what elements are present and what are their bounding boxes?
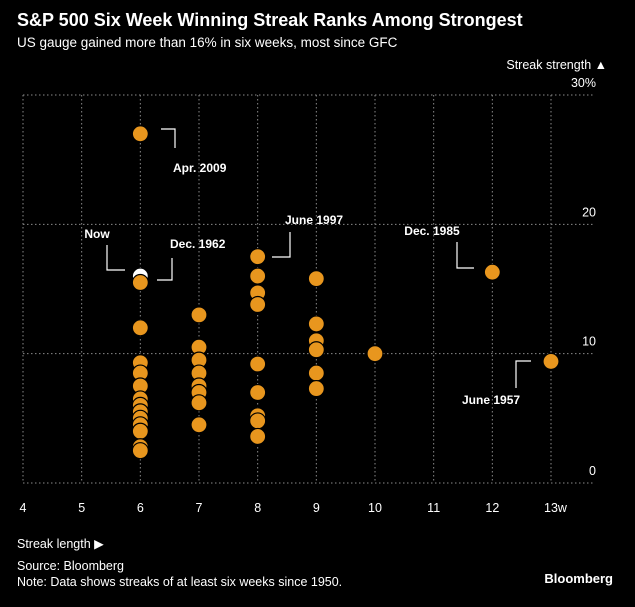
y-axis-label: Streak strength ▲ (506, 58, 607, 72)
annotation-leader (106, 245, 125, 271)
data-point (307, 270, 325, 288)
data-point (249, 248, 267, 266)
chart-footer: Source: Bloomberg Note: Data shows strea… (17, 558, 342, 590)
x-tick-label: 10 (368, 501, 382, 515)
y-tick-label: 30% (571, 76, 596, 90)
x-tick-label: 12 (485, 501, 499, 515)
annotation-leader (456, 242, 474, 269)
data-point (249, 295, 267, 314)
grid-lines (22, 94, 594, 484)
data-point (190, 306, 208, 324)
x-axis-label: Streak length ▶ (17, 537, 104, 551)
data-point (131, 442, 149, 460)
annotation-leader (157, 258, 173, 281)
data-note: Note: Data shows streaks of at least six… (17, 575, 343, 589)
y-tick-label: 20 (582, 205, 596, 219)
data-point (249, 427, 267, 446)
y-tick-label: 0 (589, 464, 596, 478)
x-tick-label: 11 (427, 501, 440, 515)
data-point (249, 412, 267, 430)
data-point (483, 263, 501, 281)
annotation-label: June 1997 (285, 213, 343, 227)
data-points (131, 125, 560, 460)
data-point (249, 383, 267, 402)
annotation-label: June 1957 (462, 393, 520, 407)
data-point (249, 355, 267, 373)
x-tick-label: 7 (196, 501, 203, 515)
chart-title: S&P 500 Six Week Winning Streak Ranks Am… (17, 10, 523, 30)
data-point (190, 416, 208, 434)
data-point (307, 379, 325, 398)
x-tick-label: 6 (137, 501, 144, 515)
x-tick-label: 4 (20, 501, 27, 515)
annotation-label: Now (84, 227, 110, 241)
annotation-leader (515, 360, 531, 388)
chart-subtitle: US gauge gained more than 16% in six wee… (17, 35, 398, 50)
axis-ticks: 0 10 20 30% 4 5 6 7 8 9 10 11 12 13w (20, 76, 597, 515)
annotation-label: Dec. 1962 (170, 237, 226, 251)
data-point (307, 315, 325, 333)
annotations: Apr. 2009 Now Dec. 1962 June 1997 Dec. 1985 J… (84, 128, 531, 407)
x-tick-label: 9 (313, 501, 320, 515)
annotation-leader (161, 128, 176, 148)
data-point (307, 364, 325, 382)
data-point (131, 319, 149, 337)
data-point (131, 422, 149, 440)
data-point (366, 345, 384, 363)
data-point (542, 352, 560, 371)
y-tick-label: 10 (582, 335, 596, 349)
data-point (131, 273, 149, 292)
data-point (131, 125, 149, 143)
x-tick-label: 8 (254, 501, 261, 515)
data-point (190, 394, 208, 412)
data-point (249, 267, 267, 285)
data-point (307, 341, 325, 359)
x-tick-label: 5 (78, 501, 85, 515)
annotation-label: Dec. 1985 (404, 224, 460, 238)
brand-logo: Bloomberg (544, 571, 613, 586)
annotation-label: Apr. 2009 (173, 161, 227, 175)
annotation-leader (272, 232, 291, 258)
x-tick-label: 13w (544, 501, 568, 515)
source-note: Source: Bloomberg (17, 559, 125, 573)
